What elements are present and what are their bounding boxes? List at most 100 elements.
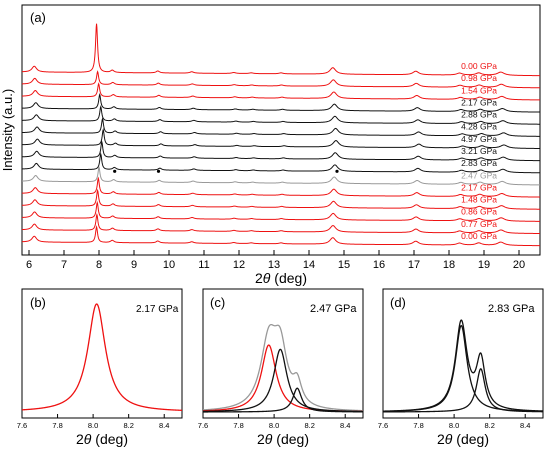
pressure-label: 0.00 GPa: [461, 231, 497, 241]
x-tick-label: 8.4: [340, 421, 350, 430]
impurity-marker: [335, 169, 339, 173]
panel-c-x-axis-label: 2θ (deg): [257, 431, 309, 447]
pattern-curve: [21, 188, 541, 210]
pattern-curve: [21, 176, 540, 198]
pattern-curve: [21, 225, 541, 247]
panel-b-frame: [21, 288, 183, 419]
x-tick-label: 18: [443, 259, 455, 271]
panel-a-x-axis-label: 2θ (deg): [255, 270, 307, 286]
pattern-curve: [21, 23, 541, 77]
panel-b-x-ticks: 7.6 7.8 8.0 8.2 8.4: [17, 414, 169, 430]
pattern-curve: [21, 200, 540, 222]
x-tick-label: 9: [131, 259, 137, 271]
x-tick-label: 17: [408, 259, 420, 271]
fit-curve: [383, 324, 543, 412]
x-tick-label: 8.0: [449, 421, 459, 430]
panel-d-frame: [382, 288, 544, 419]
x-tick-label: 11: [198, 259, 209, 271]
x-tick-label: 12: [233, 259, 245, 271]
x-tick-label: 7.8: [413, 421, 423, 430]
panel-d-pressure: 2.83 GPa: [488, 303, 535, 315]
panel-d: (d) 2.83 GPa 7.6 7.8 8.0 8.2 8.4 2θ (deg): [378, 288, 544, 447]
x-tick-label: 13: [268, 259, 280, 271]
panel-b-x-axis-label: 2θ (deg): [76, 431, 128, 447]
x-tick-label: 8.4: [520, 421, 530, 430]
x-label-theta: θ: [263, 270, 271, 286]
pattern-curve: [21, 82, 540, 101]
fit-curve: [21, 303, 183, 411]
x-tick-label: 16: [373, 259, 385, 271]
fit-curve: [383, 368, 543, 413]
panel-a-x-ticks: 6 7 8 9 10 11 12 13 14 15 16 17 18 19 20: [26, 250, 525, 271]
panel-b-pressure: 2.17 GPa: [136, 304, 179, 315]
x-tick-label: 8.0: [88, 421, 98, 430]
pattern-curve: [22, 127, 541, 149]
panel-d-x-ticks: 7.6 7.8 8.0 8.2 8.4: [378, 414, 530, 430]
panel-a-label: (a): [30, 10, 46, 25]
x-tick-label: 7.8: [233, 421, 243, 430]
pattern-curve: [21, 105, 540, 125]
x-tick-label: 7.6: [198, 421, 208, 430]
x-tick-label: 6: [26, 259, 32, 271]
x-tick-label: 20: [513, 259, 525, 271]
pattern-curve: [21, 140, 540, 162]
panel-a-frame: [21, 4, 541, 256]
pressure-label: 2.17 GPa: [461, 97, 497, 107]
panel-d-x-axis-label: 2θ (deg): [437, 431, 489, 447]
pressure-label: 0.86 GPa: [461, 207, 497, 217]
pattern-curve: [21, 152, 540, 174]
x-tick-label: 7: [61, 259, 67, 271]
panel-c-label: (c): [210, 295, 225, 310]
pattern-curve: [21, 117, 540, 137]
x-tick-label: 8.2: [123, 421, 133, 430]
x-label-suffix: (deg): [270, 270, 307, 286]
pressure-label: 1.54 GPa: [461, 85, 497, 95]
pressure-label: 2.88 GPa: [461, 110, 497, 120]
panel-b: (b) 2.17 GPa 7.6 7.8 8.0 8.2 8.4 2θ (deg): [17, 288, 183, 447]
fit-curve: [202, 323, 364, 412]
x-label-prefix: 2: [255, 270, 263, 286]
fit-curve: [202, 348, 364, 413]
x-tick-label: 8.4: [159, 421, 169, 430]
pressure-label: 0.00 GPa: [461, 61, 497, 71]
pressure-label: 0.77 GPa: [461, 219, 497, 229]
panel-b-curves: [21, 303, 183, 411]
x-tick-label: 8: [96, 259, 102, 271]
pattern-curve: [21, 165, 540, 186]
pressure-label: 2.47 GPa: [461, 170, 497, 180]
pattern-curve: [21, 70, 541, 89]
pressure-label: 1.48 GPa: [461, 195, 497, 205]
y-axis-label: Intensity (a.u.): [0, 89, 15, 171]
x-tick-label: 14: [303, 259, 315, 271]
panel-d-label: (d): [390, 295, 406, 310]
x-tick-label: 10: [163, 259, 175, 271]
panel-c: (c) 2.47 GPa 7.6 7.8 8.0 8.2 8.4 2θ (deg): [198, 288, 364, 447]
x-tick-label: 7.8: [52, 421, 62, 430]
x-tick-label: 19: [478, 259, 490, 271]
panel-d-curves: [382, 319, 544, 413]
pressure-label: 4.97 GPa: [461, 134, 497, 144]
pressure-label: 3.21 GPa: [461, 146, 497, 156]
x-tick-label: 8.2: [304, 421, 314, 430]
pattern-curve: [21, 92, 540, 113]
panel-c-curves: [202, 323, 364, 413]
pressure-label: 0.98 GPa: [461, 73, 497, 83]
x-tick-label: 8.0: [269, 421, 279, 430]
impurity-marker: [113, 169, 117, 173]
pressure-label: 2.17 GPa: [461, 182, 497, 192]
x-tick-label: 7.6: [17, 421, 27, 430]
pressure-label: 2.83 GPa: [461, 158, 497, 168]
panel-c-pressure: 2.47 GPa: [310, 303, 357, 315]
panel-a-curves: [21, 23, 541, 247]
panel-a: (a) Intensity (a.u.) 6 7 8 9 10 11 12 13 14 15 16 1…: [0, 4, 541, 286]
x-tick-label: 7.6: [378, 421, 388, 430]
impurity-marker: [156, 169, 161, 173]
pressure-label: 4.28 GPa: [461, 122, 497, 132]
panel-c-frame: [202, 288, 364, 419]
x-tick-label: 8.2: [484, 421, 494, 430]
panel-b-label: (b): [30, 295, 46, 310]
panel-a-markers: [113, 169, 339, 173]
panel-a-pressure-labels: 0.00 GPa 0.98 GPa 1.54 GPa 2.17 GPa 2.88 GPa…: [461, 61, 497, 241]
panel-c-x-ticks: 7.6 7.8 8.0 8.2 8.4: [198, 414, 350, 430]
